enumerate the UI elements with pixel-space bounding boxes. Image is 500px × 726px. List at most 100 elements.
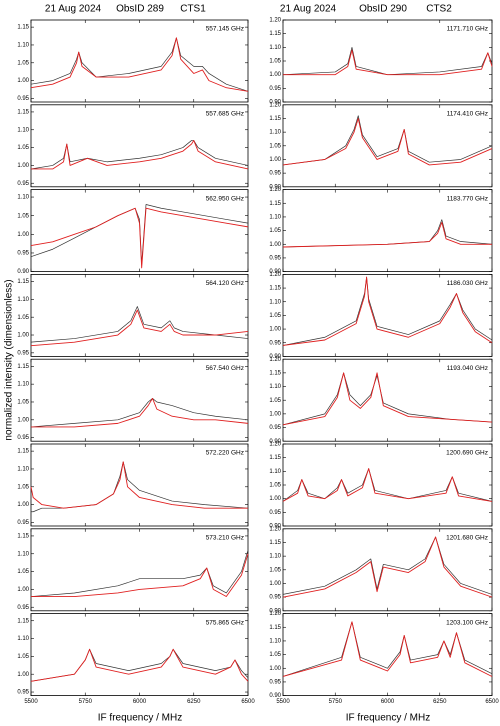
spectrum-line (282, 372, 493, 426)
y-tick-label: 1.20 (269, 526, 281, 532)
frequency-label: 575.865 GHz (206, 619, 244, 626)
y-tick-label: 0.95 (269, 510, 281, 516)
obsid: ObsID 290 (359, 4, 407, 15)
y-tick-label: 1.05 (17, 145, 29, 151)
spectrum-line (282, 536, 493, 598)
x-axis-label: IF frequency / MHz (98, 713, 182, 724)
x-axis-label: IF frequency / MHz (346, 713, 430, 724)
y-tick-label: 1.20 (269, 611, 281, 617)
spectrum-line (282, 118, 493, 166)
y-tick-label: 1.20 (269, 272, 281, 278)
frequency-label: 1203.100 GHz (446, 619, 488, 626)
panel-frame (30, 613, 249, 696)
spectrum-line (283, 49, 493, 76)
y-tick-label: 1.05 (269, 313, 281, 319)
y-tick-label: 1.05 (269, 483, 281, 489)
x-tick-label: 6250 (187, 699, 201, 705)
y-tick-label: 1.05 (17, 569, 29, 575)
date: 21 Aug 2024 (280, 4, 337, 15)
y-tick-label: 1.15 (17, 279, 29, 285)
panel-frame (282, 189, 493, 273)
y-tick-label: 0.95 (17, 435, 29, 441)
y-tick-label: 1.15 (17, 110, 29, 116)
y-tick-label: 1.10 (269, 215, 281, 221)
panel-frame (282, 104, 493, 188)
y-tick-label: 1.05 (17, 315, 29, 321)
y-tick-label: 1.10 (17, 551, 29, 557)
y-tick-label: 0.90 (269, 439, 281, 445)
spectrum-line (282, 621, 493, 677)
panel-frame (282, 273, 493, 357)
y-tick-label: 1.10 (269, 384, 281, 390)
y-tick-label: 1.10 (269, 469, 281, 475)
frequency-label: 1193.040 GHz (447, 365, 488, 372)
y-tick-label: 1.00 (17, 587, 29, 593)
y-tick-label: 1.10 (17, 195, 29, 201)
x-tick-label: 6250 (433, 699, 447, 705)
y-tick-label: 1.10 (269, 299, 281, 305)
y-tick-label: 1.00 (17, 417, 29, 423)
spectrum-line (31, 461, 249, 513)
y-tick-label: 0.90 (269, 269, 281, 275)
x-tick-label: 6500 (241, 699, 255, 705)
y-tick-label: 1.10 (17, 43, 29, 49)
y-tick-label: 0.95 (269, 340, 281, 346)
frequency-label: 1183.770 GHz (447, 195, 488, 202)
panel-frame (30, 19, 249, 103)
y-tick-label: 1.15 (17, 25, 29, 31)
y-tick-label: 1.20 (269, 18, 281, 24)
spectrum-line (30, 37, 249, 92)
panel-frame (282, 443, 493, 527)
y-tick-label: 1.10 (17, 467, 29, 473)
y-tick-label: 1.10 (269, 639, 281, 645)
y-tick-label: 0.90 (269, 693, 281, 699)
spectrum-line (30, 207, 249, 269)
frequency-label: 572.220 GHz (206, 450, 244, 457)
frequency-label: 562.950 GHz (206, 195, 244, 202)
y-tick-label: 1.05 (17, 400, 29, 406)
y-tick-label: 1.00 (17, 672, 29, 678)
spectrum-line (30, 648, 249, 682)
panel-frame (30, 528, 249, 612)
y-tick-label: 1.00 (269, 496, 281, 502)
spectrum-line (282, 468, 493, 502)
y-tick-label: 1.00 (269, 411, 281, 417)
y-tick-label: 1.10 (17, 382, 29, 388)
x-tick-label: 5750 (329, 699, 343, 705)
y-tick-label: 1.20 (269, 187, 281, 193)
y-tick-label: 0.95 (269, 425, 281, 431)
y-tick-label: 0.90 (269, 524, 281, 530)
y-tick-label: 1.10 (17, 297, 29, 303)
spectrum-line (282, 115, 493, 166)
spectrum-line (282, 221, 492, 248)
panel-frame (282, 613, 493, 696)
frequency-label: 573.210 GHz (206, 535, 244, 542)
y-tick-label: 1.05 (269, 398, 281, 404)
y-tick-label: 1.05 (17, 60, 29, 66)
panel-frame (30, 443, 249, 527)
y-axis-label: normalized intensity (dimensionless) (4, 279, 15, 440)
spectrum-line (30, 461, 248, 509)
y-tick-label: 1.00 (269, 581, 281, 587)
spectrum-line (30, 550, 249, 597)
y-tick-label: 0.95 (17, 251, 29, 257)
frequency-label: 1186.030 GHz (447, 280, 488, 287)
y-tick-label: 1.05 (269, 652, 281, 658)
spectrometer: CTS2 (426, 4, 452, 15)
y-tick-label: 0.95 (17, 181, 29, 187)
y-tick-label: 0.95 (17, 520, 29, 526)
y-tick-label: 1.15 (269, 540, 281, 546)
spectrum-line (282, 372, 493, 426)
y-tick-label: 0.95 (269, 171, 281, 177)
y-tick-label: 1.10 (17, 636, 29, 642)
y-tick-label: 1.05 (17, 654, 29, 660)
x-tick-label: 6000 (381, 699, 395, 705)
y-tick-label: 1.00 (17, 333, 29, 339)
x-tick-label: 5500 (276, 699, 290, 705)
y-tick-label: 1.00 (17, 232, 29, 238)
x-tick-label: 5500 (24, 699, 38, 705)
spectrum-line (282, 468, 493, 502)
spectrum-line (30, 309, 249, 347)
y-tick-label: 1.00 (269, 242, 281, 248)
